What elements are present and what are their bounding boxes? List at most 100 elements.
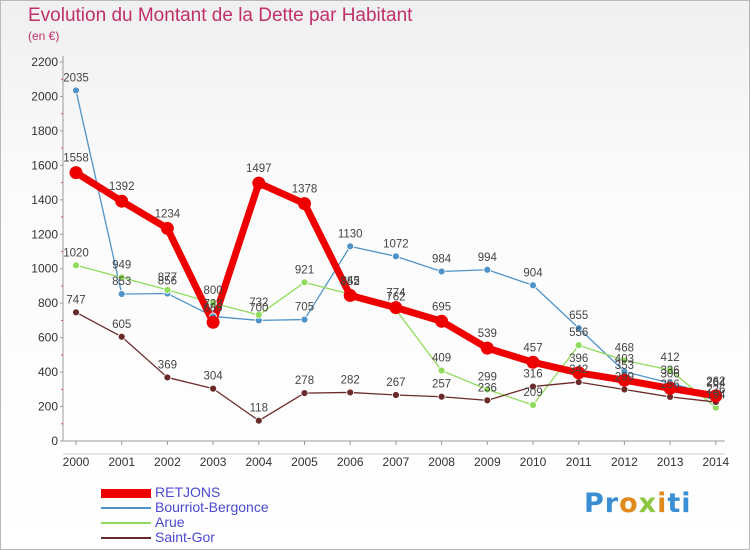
x-tick-label: 2007 (383, 455, 410, 469)
series-points (69, 86, 723, 425)
data-label: 1378 (292, 184, 318, 196)
data-label: 723 (204, 298, 223, 310)
y-tick-label: 2000 (31, 89, 58, 103)
chart-title: Evolution du Montant de la Dette par Hab… (28, 5, 413, 26)
y-tick-label: 400 (38, 365, 58, 379)
data-point (72, 308, 80, 317)
data-point (620, 356, 629, 365)
x-tick-label: 2006 (337, 455, 364, 469)
data-point (480, 341, 494, 355)
x-tick-label: 2011 (566, 455, 592, 469)
y-tick-label: 1200 (31, 227, 58, 241)
x-tick-label: 2012 (611, 455, 638, 469)
data-point (300, 315, 309, 324)
legend-label: RETJONS (155, 484, 221, 500)
x-tick-label: 2002 (154, 455, 181, 469)
x-tick-label: 2005 (291, 455, 318, 469)
data-label: 316 (523, 369, 542, 381)
data-label: 353 (615, 360, 634, 372)
data-label: 655 (569, 310, 588, 322)
data-label: 278 (295, 375, 314, 387)
data-label: 856 (158, 276, 177, 288)
legend-label: Bourriot-Bergonce (155, 499, 269, 515)
logo-part: x (638, 488, 658, 519)
data-point (391, 252, 400, 261)
data-point (117, 332, 126, 341)
y-tick-label: 600 (38, 331, 58, 345)
data-point (666, 366, 674, 374)
x-tick-label: 2004 (245, 455, 272, 469)
axes: 0 200 400 600 800 1000 1200 1400 1600 1800 2000 220… (31, 55, 729, 469)
x-tick-label: 2000 (63, 455, 90, 469)
data-label: 705 (295, 302, 314, 314)
data-point (437, 366, 446, 375)
data-label: 299 (478, 371, 497, 383)
data-label: 412 (661, 352, 680, 364)
data-point (574, 324, 583, 333)
data-label: 747 (66, 294, 85, 306)
data-point (72, 86, 80, 95)
data-label: 695 (432, 301, 451, 313)
data-label: 774 (386, 288, 406, 300)
data-point (300, 389, 309, 398)
data-point (160, 221, 174, 235)
data-labels: 2035 853 856 723 700 705 1130 1072 984 994 904 655 4… (63, 72, 726, 414)
data-label: 209 (523, 387, 542, 399)
y-tick-label: 1800 (31, 124, 58, 138)
y-tick-label: 800 (38, 296, 58, 310)
data-point (163, 373, 172, 382)
data-point (254, 416, 263, 425)
data-label: 369 (158, 359, 177, 371)
data-point (617, 373, 631, 387)
data-point (526, 355, 540, 369)
data-label: 689 (204, 302, 223, 314)
legend-label: Arue (155, 514, 185, 530)
data-label: 762 (386, 292, 405, 304)
x-tick-label: 2010 (520, 455, 547, 469)
data-point (483, 385, 492, 394)
proxiti-logo: Proxiti (584, 488, 692, 519)
data-point (206, 315, 220, 329)
data-label: 700 (249, 302, 268, 314)
data-label: 556 (569, 327, 588, 339)
data-label: 921 (295, 264, 314, 276)
data-label: 264 (706, 378, 726, 390)
y-tick-label: 1000 (31, 262, 58, 276)
y-tick-label: 200 (38, 400, 58, 414)
data-label: 904 (523, 267, 543, 279)
data-point (298, 197, 311, 211)
data-label: 262 (706, 376, 725, 388)
data-label: 1072 (383, 238, 409, 250)
data-label: 304 (204, 371, 224, 383)
data-label: 1234 (155, 208, 181, 220)
data-point (572, 366, 586, 380)
data-label: 299 (615, 371, 634, 383)
logo-part: Pr (584, 488, 620, 519)
logo-part: i (657, 488, 668, 519)
data-label: 342 (569, 364, 588, 376)
data-label: 1020 (63, 247, 89, 259)
data-point (346, 242, 355, 251)
data-point (529, 382, 537, 391)
y-tick-label: 2200 (31, 55, 58, 69)
data-point (574, 378, 583, 386)
data-point (389, 301, 403, 315)
data-label: 539 (478, 328, 497, 340)
x-tick-label: 2008 (428, 455, 455, 469)
data-label: 852 (341, 276, 360, 288)
data-point (209, 384, 218, 393)
data-point (69, 166, 83, 180)
data-label: 994 (478, 252, 498, 264)
data-label: 605 (112, 319, 131, 331)
data-point (209, 299, 218, 308)
data-label: 236 (478, 382, 497, 394)
data-point (346, 388, 355, 397)
data-point (300, 278, 309, 287)
data-point (483, 396, 492, 405)
data-label: 853 (112, 276, 131, 288)
data-label: 984 (432, 253, 452, 265)
x-tick-label: 2014 (702, 455, 729, 469)
data-label: 226 (706, 384, 725, 396)
data-point (254, 310, 263, 319)
